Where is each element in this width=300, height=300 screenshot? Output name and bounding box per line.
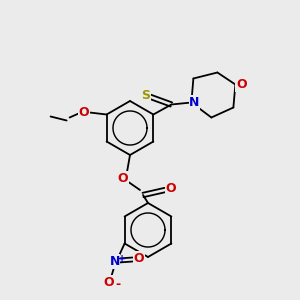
Text: O: O: [133, 252, 144, 265]
Text: O: O: [78, 106, 89, 119]
Text: O: O: [118, 172, 128, 184]
Text: S: S: [141, 89, 150, 102]
Text: N: N: [189, 96, 200, 109]
Text: +: +: [118, 254, 126, 263]
Text: O: O: [103, 276, 114, 289]
Text: O: O: [236, 78, 247, 91]
Text: N: N: [110, 255, 120, 268]
Text: -: -: [115, 278, 120, 291]
Text: O: O: [166, 182, 176, 196]
